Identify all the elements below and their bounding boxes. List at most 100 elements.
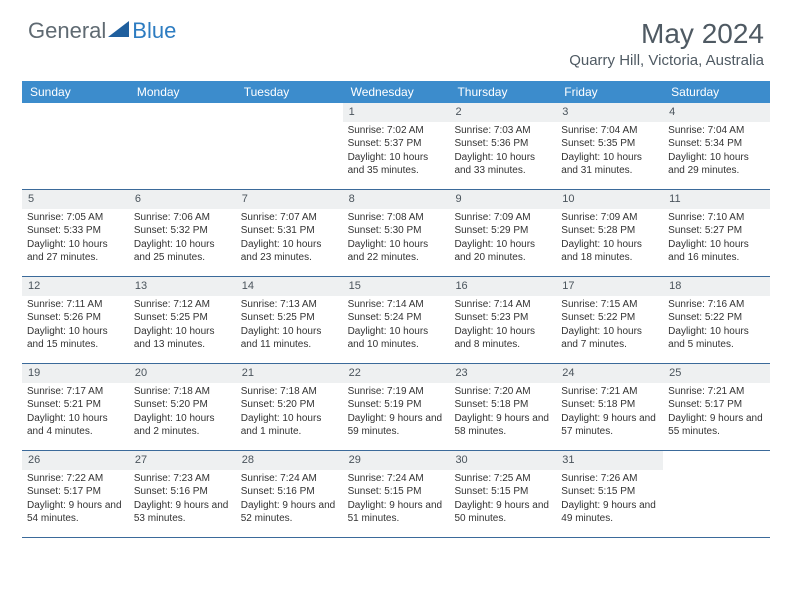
weekday-header-cell: Monday	[129, 81, 236, 103]
sunrise-text: Sunrise: 7:14 AM	[454, 298, 551, 312]
sunrise-text: Sunrise: 7:21 AM	[561, 385, 658, 399]
sunset-text: Sunset: 5:31 PM	[241, 224, 338, 238]
daylight-text: Daylight: 10 hours and 20 minutes.	[454, 238, 551, 265]
day-cell: 5Sunrise: 7:05 AMSunset: 5:33 PMDaylight…	[22, 190, 129, 276]
daylight-text: Daylight: 10 hours and 29 minutes.	[668, 151, 765, 178]
sunset-text: Sunset: 5:20 PM	[134, 398, 231, 412]
sunrise-text: Sunrise: 7:17 AM	[27, 385, 124, 399]
day-number: 28	[236, 451, 343, 470]
day-cell: 26Sunrise: 7:22 AMSunset: 5:17 PMDayligh…	[22, 451, 129, 537]
sunset-text: Sunset: 5:29 PM	[454, 224, 551, 238]
day-cell: 24Sunrise: 7:21 AMSunset: 5:18 PMDayligh…	[556, 364, 663, 450]
daylight-text: Daylight: 10 hours and 5 minutes.	[668, 325, 765, 352]
sunrise-text: Sunrise: 7:04 AM	[561, 124, 658, 138]
daylight-text: Daylight: 10 hours and 18 minutes.	[561, 238, 658, 265]
daylight-text: Daylight: 9 hours and 51 minutes.	[348, 499, 445, 526]
day-number: 19	[22, 364, 129, 383]
day-number: 16	[449, 277, 556, 296]
location-text: Quarry Hill, Victoria, Australia	[569, 52, 764, 69]
day-number	[663, 451, 770, 455]
week-row: 1 Sunrise: 7:02 AMSunset: 5:37 PMDaylight…	[22, 103, 770, 190]
day-number: 26	[22, 451, 129, 470]
day-number: 22	[343, 364, 450, 383]
day-details: Sunrise: 7:24 AMSunset: 5:16 PMDaylight:…	[236, 472, 343, 530]
sunrise-text: Sunrise: 7:24 AM	[348, 472, 445, 486]
day-cell: 30Sunrise: 7:25 AMSunset: 5:15 PMDayligh…	[449, 451, 556, 537]
weekday-header-cell: Wednesday	[343, 81, 450, 103]
weekday-header-cell: Thursday	[449, 81, 556, 103]
sunset-text: Sunset: 5:23 PM	[454, 311, 551, 325]
day-details: Sunrise: 7:07 AMSunset: 5:31 PMDaylight:…	[236, 211, 343, 269]
daylight-text: Daylight: 10 hours and 10 minutes.	[348, 325, 445, 352]
logo: General Blue	[28, 18, 176, 44]
day-cell	[663, 451, 770, 537]
daylight-text: Daylight: 10 hours and 35 minutes.	[348, 151, 445, 178]
day-number: 4	[663, 103, 770, 122]
day-details: Sunrise: 7:19 AMSunset: 5:19 PMDaylight:…	[343, 385, 450, 443]
day-cell: 17Sunrise: 7:15 AMSunset: 5:22 PMDayligh…	[556, 277, 663, 363]
day-number: 21	[236, 364, 343, 383]
sunset-text: Sunset: 5:27 PM	[668, 224, 765, 238]
sunset-text: Sunset: 5:16 PM	[241, 485, 338, 499]
daylight-text: Daylight: 9 hours and 58 minutes.	[454, 412, 551, 439]
day-number: 17	[556, 277, 663, 296]
day-cell: 11Sunrise: 7:10 AMSunset: 5:27 PMDayligh…	[663, 190, 770, 276]
week-row: 5Sunrise: 7:05 AMSunset: 5:33 PMDaylight…	[22, 190, 770, 277]
day-number	[236, 103, 343, 107]
day-number: 12	[22, 277, 129, 296]
sunset-text: Sunset: 5:22 PM	[668, 311, 765, 325]
daylight-text: Daylight: 9 hours and 50 minutes.	[454, 499, 551, 526]
day-number: 10	[556, 190, 663, 209]
daylight-text: Daylight: 10 hours and 11 minutes.	[241, 325, 338, 352]
day-number: 14	[236, 277, 343, 296]
daylight-text: Daylight: 10 hours and 15 minutes.	[27, 325, 124, 352]
sunrise-text: Sunrise: 7:12 AM	[134, 298, 231, 312]
day-number: 29	[343, 451, 450, 470]
day-cell: 4Sunrise: 7:04 AMSunset: 5:34 PMDaylight…	[663, 103, 770, 189]
weeks-container: 1 Sunrise: 7:02 AMSunset: 5:37 PMDaylight…	[22, 103, 770, 538]
day-cell	[129, 103, 236, 189]
title-block: May 2024 Quarry Hill, Victoria, Australi…	[569, 18, 764, 69]
daylight-text: Daylight: 10 hours and 8 minutes.	[454, 325, 551, 352]
day-details: Sunrise: 7:17 AMSunset: 5:21 PMDaylight:…	[22, 385, 129, 443]
day-number: 13	[129, 277, 236, 296]
sunrise-text: Sunrise: 7:04 AM	[668, 124, 765, 138]
day-number: 31	[556, 451, 663, 470]
daylight-text: Daylight: 10 hours and 4 minutes.	[27, 412, 124, 439]
day-cell: 3Sunrise: 7:04 AMSunset: 5:35 PMDaylight…	[556, 103, 663, 189]
day-number: 1	[343, 103, 450, 122]
sunset-text: Sunset: 5:33 PM	[27, 224, 124, 238]
sunrise-text: Sunrise: 7:13 AM	[241, 298, 338, 312]
day-details: Sunrise: 7:03 AMSunset: 5:36 PMDaylight:…	[449, 124, 556, 182]
week-row: 19Sunrise: 7:17 AMSunset: 5:21 PMDayligh…	[22, 364, 770, 451]
day-details: Sunrise: 7:14 AMSunset: 5:23 PMDaylight:…	[449, 298, 556, 356]
sunset-text: Sunset: 5:37 PM	[348, 137, 445, 151]
day-details: Sunrise: 7:24 AMSunset: 5:15 PMDaylight:…	[343, 472, 450, 530]
weekday-header-row: SundayMondayTuesdayWednesdayThursdayFrid…	[22, 81, 770, 103]
day-cell: 22 Sunrise: 7:19 AMSunset: 5:19 PMDayligh…	[343, 364, 450, 450]
day-details: Sunrise: 7:23 AMSunset: 5:16 PMDaylight:…	[129, 472, 236, 530]
sunrise-text: Sunrise: 7:24 AM	[241, 472, 338, 486]
day-details: Sunrise: 7:11 AMSunset: 5:26 PMDaylight:…	[22, 298, 129, 356]
day-details: Sunrise: 7:02 AMSunset: 5:37 PMDaylight:…	[343, 124, 450, 182]
sunrise-text: Sunrise: 7:03 AM	[454, 124, 551, 138]
day-details: Sunrise: 7:18 AMSunset: 5:20 PMDaylight:…	[129, 385, 236, 443]
sunset-text: Sunset: 5:30 PM	[348, 224, 445, 238]
day-number	[129, 103, 236, 107]
sunset-text: Sunset: 5:19 PM	[348, 398, 445, 412]
sunset-text: Sunset: 5:17 PM	[27, 485, 124, 499]
sunset-text: Sunset: 5:16 PM	[134, 485, 231, 499]
calendar: SundayMondayTuesdayWednesdayThursdayFrid…	[22, 81, 770, 538]
day-cell: 13Sunrise: 7:12 AMSunset: 5:25 PMDayligh…	[129, 277, 236, 363]
day-cell: 20Sunrise: 7:18 AMSunset: 5:20 PMDayligh…	[129, 364, 236, 450]
day-number: 15	[343, 277, 450, 296]
day-details: Sunrise: 7:06 AMSunset: 5:32 PMDaylight:…	[129, 211, 236, 269]
daylight-text: Daylight: 9 hours and 55 minutes.	[668, 412, 765, 439]
daylight-text: Daylight: 10 hours and 7 minutes.	[561, 325, 658, 352]
day-cell: 7Sunrise: 7:07 AMSunset: 5:31 PMDaylight…	[236, 190, 343, 276]
sunset-text: Sunset: 5:21 PM	[27, 398, 124, 412]
sunrise-text: Sunrise: 7:23 AM	[134, 472, 231, 486]
daylight-text: Daylight: 10 hours and 33 minutes.	[454, 151, 551, 178]
sunset-text: Sunset: 5:32 PM	[134, 224, 231, 238]
sunset-text: Sunset: 5:24 PM	[348, 311, 445, 325]
